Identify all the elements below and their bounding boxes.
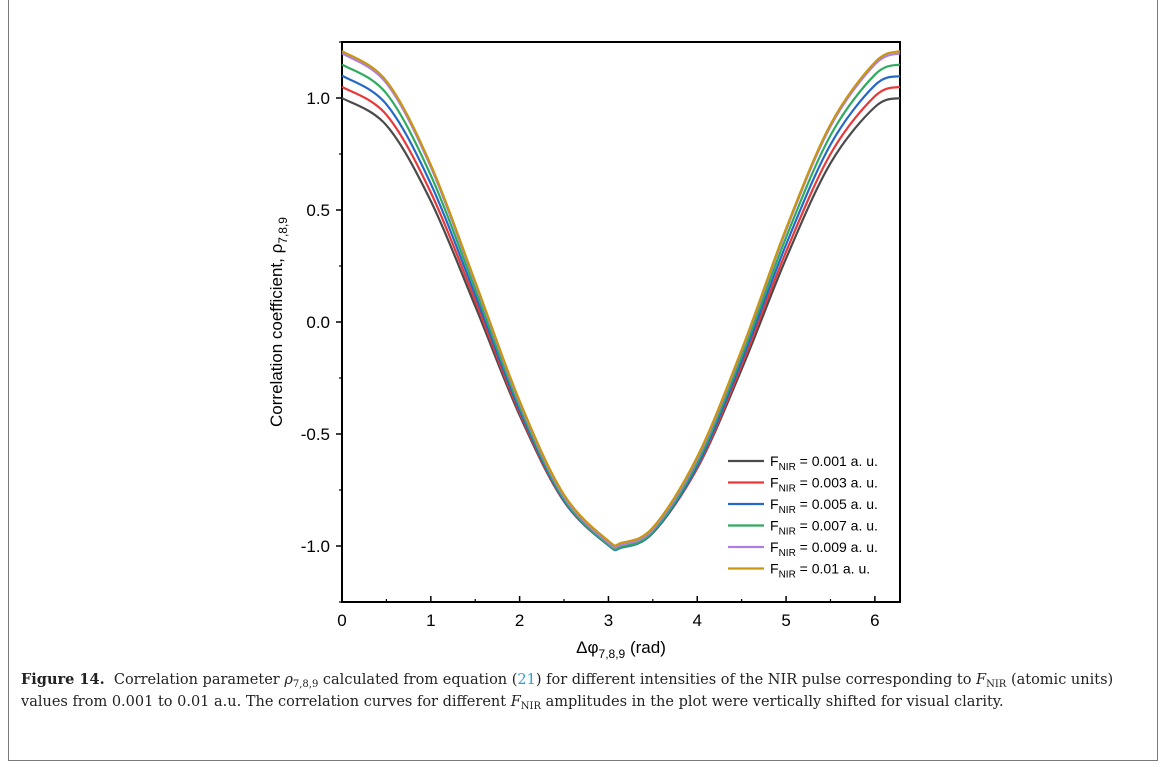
series-line-6 — [341, 49, 901, 547]
caption-rho-sub: 7,8,9 — [292, 679, 319, 690]
plot-area: 0 1 2 3 4 5 6 -1.0 -0.5 0.0 0.5 1.0 Δφ7,8,9 (rad) Cor… — [267, 41, 901, 661]
legend-label-5: FNIR = 0.009 a. u. — [770, 539, 878, 559]
caption-f-2: F — [510, 694, 521, 710]
caption-f-1: F — [976, 672, 987, 688]
series-line-4 — [341, 63, 901, 551]
x-tick-label: 1 — [426, 611, 435, 630]
y-tick-label: -1.0 — [301, 537, 330, 556]
equation-link[interactable]: 21 — [517, 672, 536, 688]
caption-text-2: calculated from equation ( — [318, 672, 518, 688]
x-axis-label: Δφ7,8,9 (rad) — [576, 638, 666, 661]
figure-frame — [8, 0, 1158, 761]
figure-caption: Figure 14. Correlation parameter ρ7,8,9 … — [21, 669, 1141, 713]
caption-rho: ρ — [284, 672, 293, 688]
correlation-chart: 0 1 2 3 4 5 6 -1.0 -0.5 0.0 0.5 1.0 Δφ7,8,9 (rad) Cor… — [267, 41, 901, 661]
y-axis-label: Correlation coefficient, ρ7,8,9 — [267, 217, 290, 427]
y-tick-label: -0.5 — [301, 425, 330, 444]
caption-f-sub-2: NIR — [520, 701, 541, 712]
x-tick-label: 6 — [870, 611, 879, 630]
caption-text-4: (atomic units) values from 0.001 to 0.01… — [21, 672, 1114, 710]
caption-f-sub-1: NIR — [986, 679, 1007, 690]
legend-label-4: FNIR = 0.007 a. u. — [770, 518, 878, 538]
y-tick-label: 0.5 — [306, 201, 330, 220]
legend-label-1: FNIR = 0.001 a. u. — [770, 453, 878, 473]
legend-label-2: FNIR = 0.003 a. u. — [770, 475, 878, 495]
x-tick-label: 0 — [337, 611, 346, 630]
legend-label-3: FNIR = 0.005 a. u. — [770, 496, 878, 516]
x-tick-label: 2 — [515, 611, 524, 630]
y-tick-label: 0.0 — [306, 313, 330, 332]
x-tick-label: 5 — [781, 611, 790, 630]
caption-text-5: amplitudes in the plot were vertically s… — [540, 694, 1004, 710]
legend-label-6: FNIR = 0.01 a. u. — [770, 561, 870, 581]
x-tick-label: 4 — [693, 611, 702, 630]
figure-label: Figure 14. — [21, 671, 105, 688]
y-tick-label: 1.0 — [306, 89, 330, 108]
x-tick-label: 3 — [604, 611, 613, 630]
caption-text-3: ) for different intensities of the NIR p… — [535, 672, 977, 688]
caption-text-1: Correlation parameter — [113, 672, 285, 688]
